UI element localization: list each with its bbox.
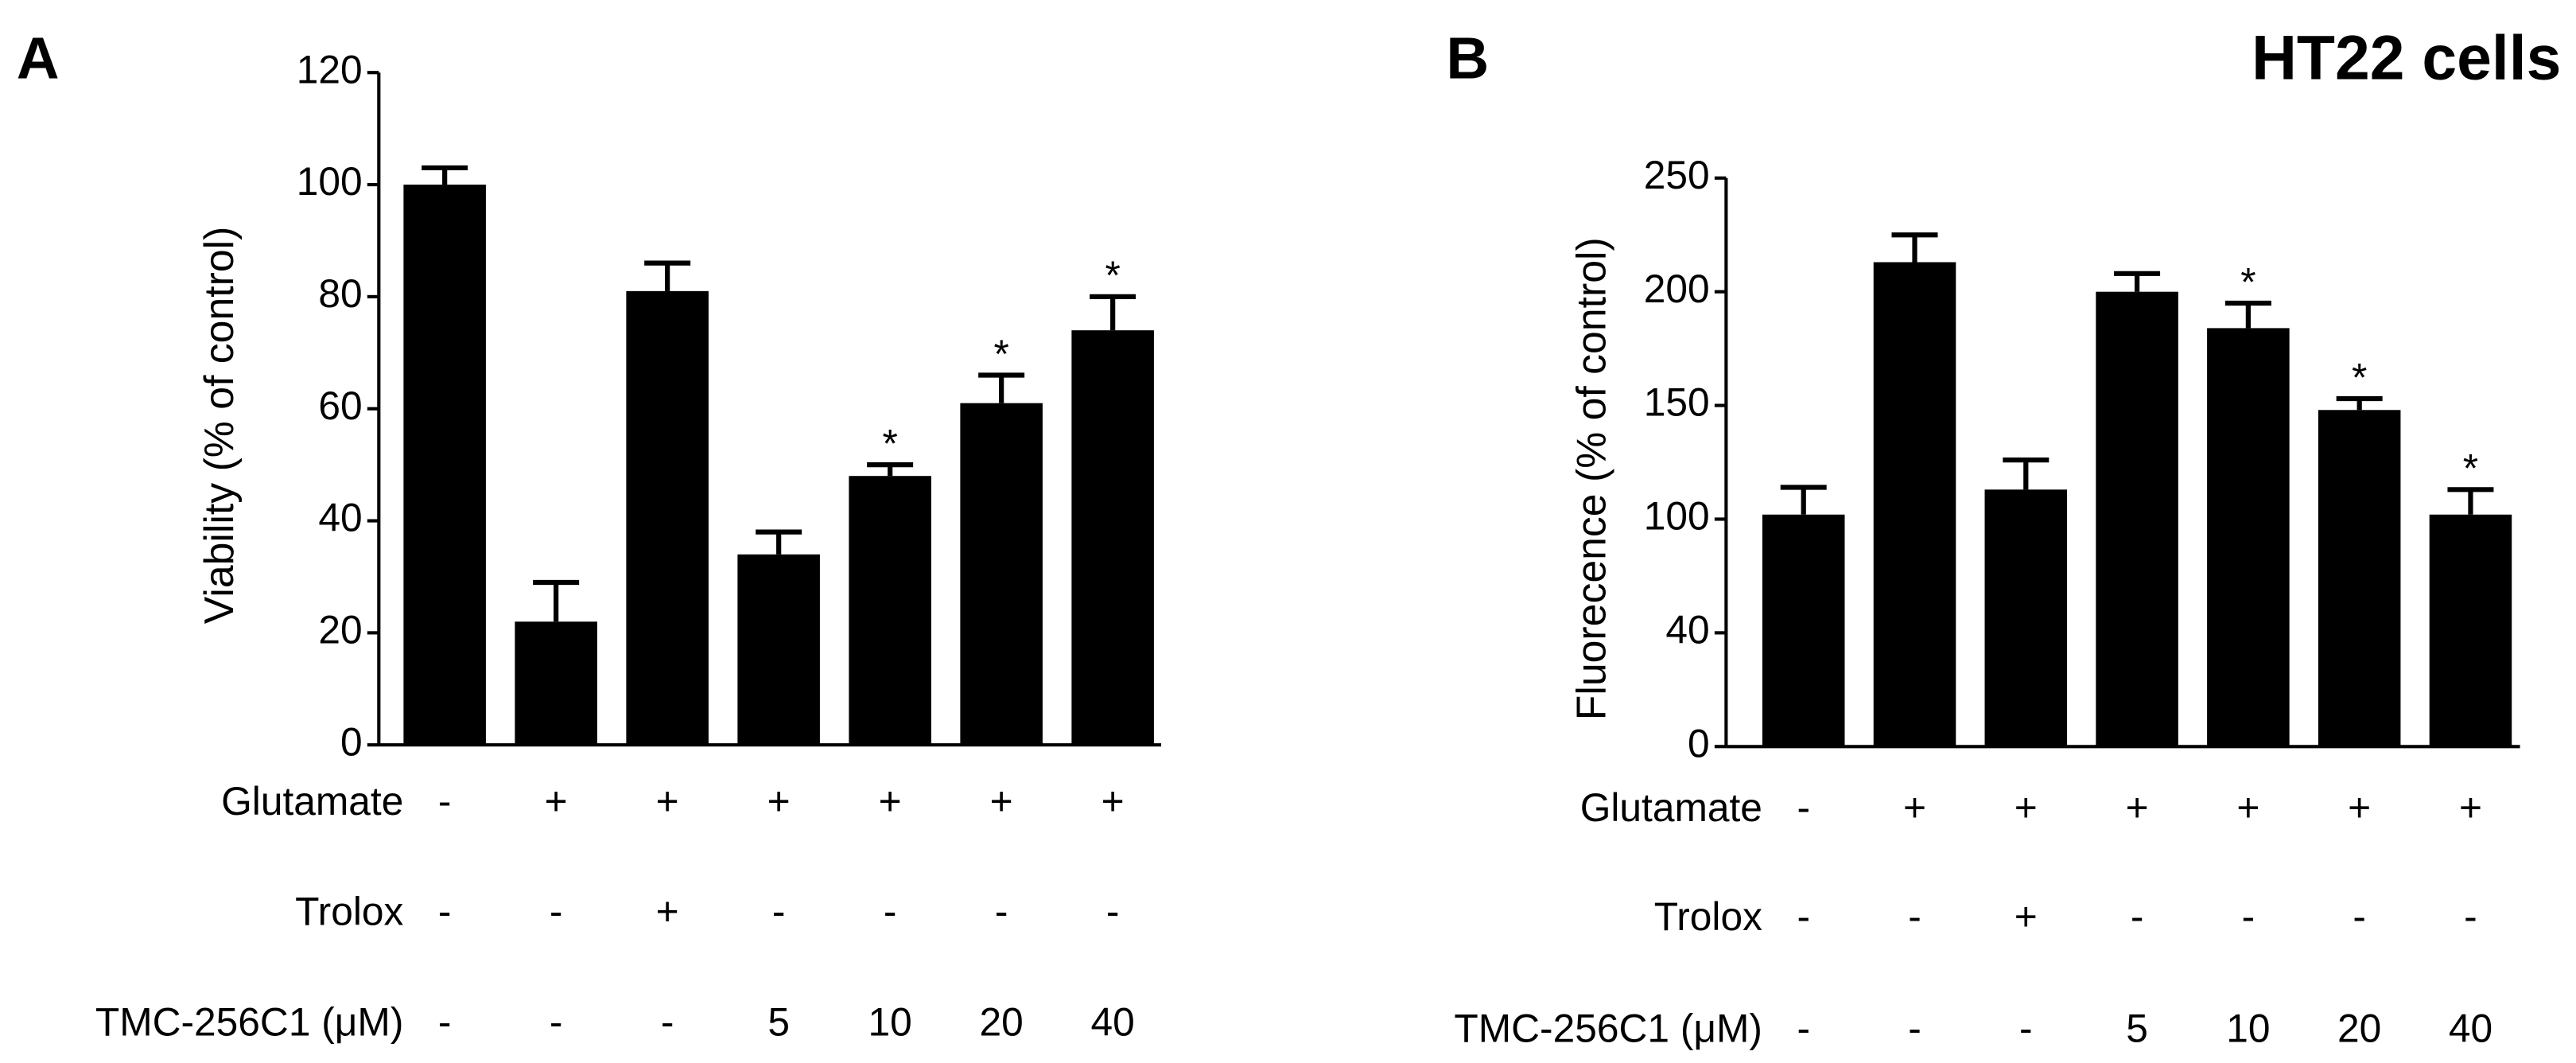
treatment-value: 40 bbox=[2449, 1007, 2492, 1051]
treatment-label: Trolox bbox=[295, 890, 403, 934]
y-tick-label: 100 bbox=[297, 159, 363, 204]
treatment-label: Glutamate bbox=[221, 779, 403, 824]
treatment-value: 20 bbox=[980, 999, 1024, 1044]
bar bbox=[1873, 262, 1956, 747]
bar bbox=[960, 403, 1043, 746]
y-tick-label: 60 bbox=[318, 384, 362, 428]
treatment-value: - bbox=[1797, 1007, 1810, 1051]
treatment-value: - bbox=[2353, 894, 2366, 939]
treatment-value: 5 bbox=[767, 999, 790, 1044]
y-tick-label: 0 bbox=[1688, 721, 1710, 765]
treatment-value: + bbox=[545, 779, 568, 824]
y-tick-label: 120 bbox=[297, 47, 363, 92]
treatment-value: 5 bbox=[2126, 1007, 2148, 1051]
treatment-value: + bbox=[2348, 785, 2371, 830]
significance-marker: * bbox=[2240, 259, 2255, 304]
treatment-value: 10 bbox=[868, 999, 912, 1044]
chart-title: HT22 cells bbox=[2252, 23, 2561, 93]
treatment-value: - bbox=[661, 999, 674, 1044]
treatment-value: + bbox=[2459, 785, 2482, 830]
treatment-value: + bbox=[2015, 785, 2038, 830]
treatment-value: 40 bbox=[1091, 999, 1135, 1044]
treatment-value: - bbox=[2464, 894, 2477, 939]
y-tick-label: 20 bbox=[318, 607, 362, 652]
panel-label: B bbox=[1446, 25, 1489, 91]
treatment-value: + bbox=[2236, 785, 2259, 830]
bar bbox=[1071, 330, 1154, 746]
treatment-value: - bbox=[1908, 1007, 1921, 1051]
y-tick-label: 150 bbox=[1644, 380, 1710, 425]
treatment-value: + bbox=[879, 779, 902, 824]
treatment-value: + bbox=[1102, 779, 1125, 824]
bar bbox=[849, 476, 931, 746]
significance-marker: * bbox=[2352, 355, 2367, 399]
treatment-value: - bbox=[438, 779, 452, 824]
significance-marker: * bbox=[993, 332, 1008, 376]
treatment-value: - bbox=[1908, 894, 1921, 939]
y-tick-label: 200 bbox=[1644, 267, 1710, 311]
treatment-value: - bbox=[995, 890, 1008, 934]
treatment-value: - bbox=[1797, 894, 1810, 939]
y-tick-label: 40 bbox=[1665, 607, 1709, 652]
y-tick-label: 250 bbox=[1644, 153, 1710, 197]
treatment-label: Trolox bbox=[1654, 894, 1762, 939]
treatment-value: - bbox=[884, 890, 897, 934]
y-tick-label: 80 bbox=[318, 271, 362, 316]
y-axis-label: Fluorecence (% of control) bbox=[1568, 237, 1614, 720]
significance-marker: * bbox=[2463, 446, 2478, 491]
treatment-value: + bbox=[2126, 785, 2149, 830]
bar bbox=[2429, 514, 2512, 747]
treatment-label: TMC-256C1 (μM) bbox=[95, 999, 404, 1044]
treatment-label: Glutamate bbox=[1580, 785, 1762, 830]
treatment-value: + bbox=[990, 779, 1013, 824]
treatment-value: + bbox=[767, 779, 791, 824]
treatment-value: 20 bbox=[2337, 1007, 2381, 1051]
treatment-value: + bbox=[656, 890, 679, 934]
treatment-value: - bbox=[438, 999, 452, 1044]
significance-marker: * bbox=[1105, 253, 1120, 298]
treatment-value: - bbox=[1797, 785, 1810, 830]
bar bbox=[1984, 489, 2068, 747]
treatment-value: + bbox=[1903, 785, 1926, 830]
bar bbox=[737, 554, 820, 746]
bar bbox=[515, 621, 597, 746]
y-tick-label: 40 bbox=[318, 496, 362, 540]
y-tick-label: 0 bbox=[340, 719, 363, 764]
treatment-value: - bbox=[772, 890, 786, 934]
bar bbox=[1762, 514, 1845, 747]
significance-marker: * bbox=[882, 421, 897, 465]
bar bbox=[2207, 328, 2290, 747]
treatment-value: - bbox=[1106, 890, 1120, 934]
bar bbox=[626, 290, 709, 746]
treatment-value: - bbox=[550, 999, 563, 1044]
panel-label: A bbox=[17, 25, 60, 91]
y-tick-label: 100 bbox=[1644, 494, 1710, 539]
treatment-value: - bbox=[2242, 894, 2255, 939]
treatment-value: + bbox=[2015, 894, 2038, 939]
bar bbox=[2096, 291, 2178, 747]
treatment-value: - bbox=[550, 890, 563, 934]
y-axis-label: Viability (% of control) bbox=[196, 227, 242, 625]
treatment-label: TMC-256C1 (μM) bbox=[1454, 1007, 1762, 1051]
bar bbox=[403, 185, 486, 746]
bar bbox=[2318, 410, 2401, 747]
treatment-value: + bbox=[656, 779, 679, 824]
treatment-value: - bbox=[2131, 894, 2144, 939]
treatment-value: 10 bbox=[2226, 1007, 2270, 1051]
treatment-value: - bbox=[438, 890, 452, 934]
treatment-value: - bbox=[2019, 1007, 2033, 1051]
